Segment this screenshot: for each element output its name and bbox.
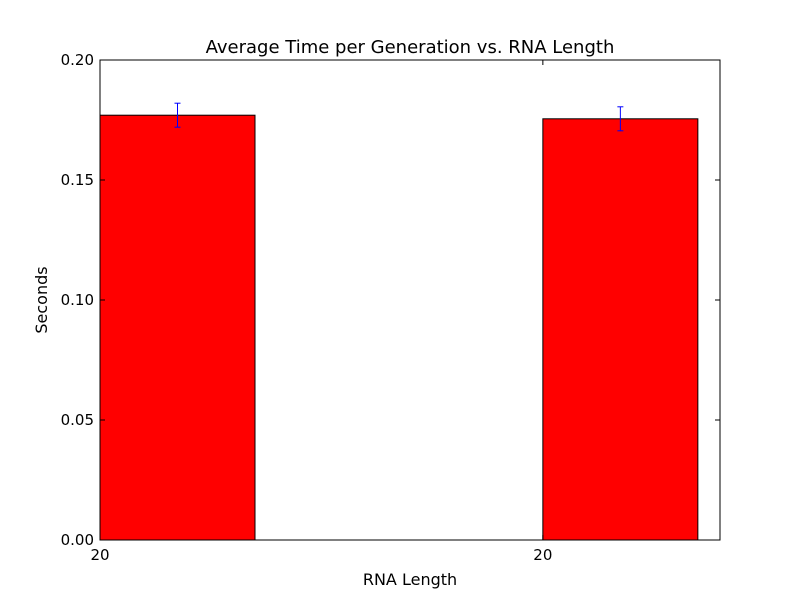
x-tick-label-1: 20 — [90, 546, 109, 564]
x-axis-label: RNA Length — [363, 570, 457, 589]
y-tick-label-3: 0.10 — [61, 291, 94, 309]
errorbars-layer — [174, 102, 624, 132]
x-axis-ticks: 20 20 — [90, 60, 552, 564]
error-bar-1 — [174, 102, 181, 128]
error-bar-2 — [617, 106, 624, 132]
bar-1 — [99, 114, 256, 541]
y-axis-ticks: 0.00 0.05 0.10 0.15 0.20 — [61, 51, 720, 549]
y-tick-label-1: 0.00 — [61, 531, 94, 549]
x-tick-label-2: 20 — [533, 546, 552, 564]
chart-title: Average Time per Generation vs. RNA Leng… — [206, 37, 615, 58]
y-tick-label-4: 0.15 — [61, 171, 94, 189]
y-tick-label-2: 0.05 — [61, 411, 94, 429]
y-tick-label-5: 0.20 — [61, 51, 94, 69]
bars-layer — [99, 114, 699, 541]
bar-2 — [542, 118, 699, 541]
y-axis-label: Seconds — [32, 266, 51, 333]
